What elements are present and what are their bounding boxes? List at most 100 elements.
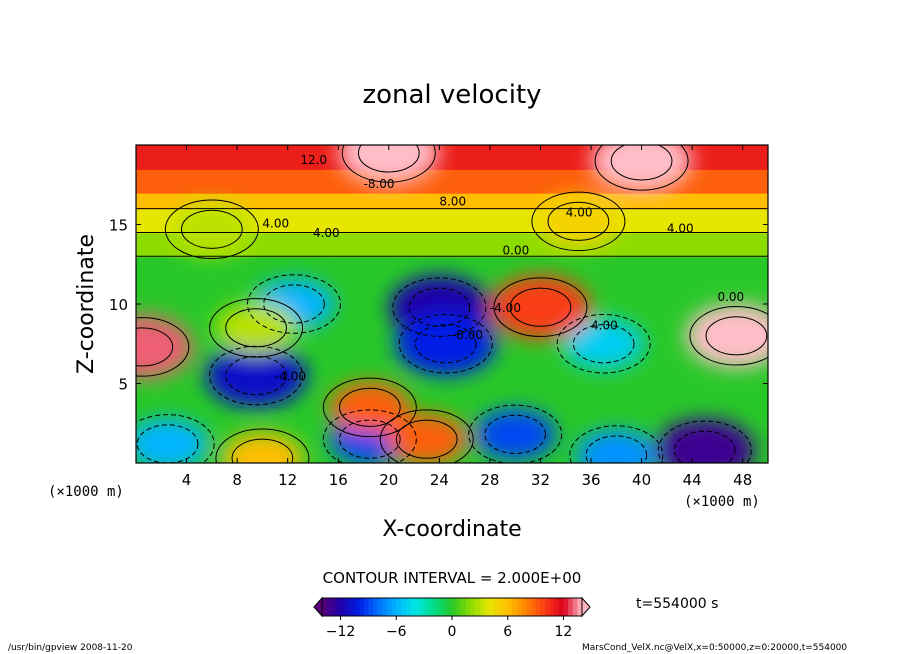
colorbar-cell xyxy=(577,598,583,616)
contour-16-0 xyxy=(231,438,294,463)
colorbar-cell xyxy=(549,598,555,616)
x-tick-label: 32 xyxy=(531,471,550,489)
contour-label: 8.00 xyxy=(439,194,466,208)
colorbar-cell xyxy=(540,598,546,616)
contour-0-0 xyxy=(408,287,471,327)
x-tick-label: 4 xyxy=(182,471,192,489)
colorbar-cell xyxy=(558,598,564,616)
contour-label: 4.00 xyxy=(566,206,593,220)
x-tick-label: 40 xyxy=(632,471,651,489)
contour-6-0 xyxy=(673,430,736,463)
contour-interval: CONTOUR INTERVAL = 2.000E+00 xyxy=(323,569,582,587)
colorbar-cell xyxy=(470,598,476,616)
colorbar-cell xyxy=(456,598,462,616)
x-tick-label: 24 xyxy=(430,471,449,489)
contour-10-0 xyxy=(136,327,174,367)
contour-16-1 xyxy=(215,428,310,463)
contour-0-1 xyxy=(392,277,487,337)
feature-13 xyxy=(329,381,411,433)
contour-label: 4.00 xyxy=(313,226,340,240)
colorbar-cell xyxy=(433,598,439,616)
x-tick-label: 16 xyxy=(329,471,348,489)
colorbar-tick-label: 0 xyxy=(448,624,457,640)
x-unit-right: (×1000 m) xyxy=(684,494,760,510)
colorbar-cell xyxy=(442,598,448,616)
contour-9-0 xyxy=(572,324,635,364)
colorbar-cell xyxy=(475,598,481,616)
contour-17-1 xyxy=(164,199,259,260)
contour-3-1 xyxy=(136,414,215,463)
colorbar-cell xyxy=(535,598,541,616)
x-tick-label: 12 xyxy=(278,471,297,489)
y-axis-ticks: 5 10 15 xyxy=(109,217,768,394)
contour-13-0 xyxy=(339,387,401,427)
contour-1-1 xyxy=(398,313,493,374)
colorbar-cell xyxy=(438,598,444,616)
contour-lines xyxy=(136,145,768,463)
colorbar-cell xyxy=(359,598,365,616)
contour-label: 4.00 xyxy=(591,318,618,332)
colorbar-tick-label: 6 xyxy=(503,624,512,640)
contour-12-1 xyxy=(493,277,588,337)
contour-20-0 xyxy=(610,145,673,181)
contour-14-0 xyxy=(395,419,458,459)
contour-20-1 xyxy=(594,145,689,191)
feature-11 xyxy=(685,304,768,368)
contour-label: 0.00 xyxy=(503,244,530,258)
footer-left: /usr/bin/gpview 2008-11-20 xyxy=(8,643,133,653)
x-tick-label: 20 xyxy=(379,471,398,489)
colorbar-cell xyxy=(354,598,360,616)
colorbar-cell xyxy=(498,598,504,616)
contour-19-0 xyxy=(357,145,420,173)
y-tick-label: 5 xyxy=(118,376,128,394)
contour-label: -8.00 xyxy=(364,177,395,191)
colorbar-cell xyxy=(340,598,346,616)
feature-2 xyxy=(205,343,307,408)
colorbar-tick-label: −6 xyxy=(386,624,407,640)
colorbar-cell xyxy=(414,598,420,616)
footer-right: MarsCond_VelX.nc@VelX,x=0:50000,z=0:2000… xyxy=(582,643,847,653)
colorbar-cell xyxy=(419,598,425,616)
contour-3-0 xyxy=(136,424,199,463)
colorbar-cell xyxy=(331,598,337,616)
colorbar-cell xyxy=(512,598,518,616)
feature-20 xyxy=(591,145,693,193)
contour-11-0 xyxy=(705,316,768,356)
x-tick-label: 48 xyxy=(733,471,752,489)
colorbar-cell xyxy=(447,598,453,616)
x-axis-label: X-coordinate xyxy=(382,517,521,542)
contour-10-1 xyxy=(136,317,190,377)
colorbar-cell xyxy=(493,598,499,616)
feature-14 xyxy=(386,413,468,463)
contour-8-1 xyxy=(246,274,342,334)
feature-12 xyxy=(489,275,592,339)
band xyxy=(136,192,768,210)
y-axis-label: Z-coordinate xyxy=(74,234,99,374)
velocity-features xyxy=(136,145,768,463)
contour-5-1 xyxy=(468,404,563,463)
colorbar-cell xyxy=(517,598,523,616)
contour-5-0 xyxy=(484,414,547,454)
colorbar-cell xyxy=(368,598,374,616)
y-tick-label: 10 xyxy=(109,296,128,314)
contour-7-0 xyxy=(585,435,648,463)
contour-12-0 xyxy=(509,287,572,327)
colorbar-cell xyxy=(326,598,332,616)
contour-11-1 xyxy=(689,306,768,366)
colorbar-cell xyxy=(521,598,527,616)
feature-16 xyxy=(221,432,303,463)
y-tick-label: 15 xyxy=(109,217,128,235)
colorbar-tick-label: 12 xyxy=(555,624,573,640)
feature-17 xyxy=(171,203,253,255)
colorbar-cell xyxy=(452,598,458,616)
contour-label: -8.00 xyxy=(452,328,483,342)
colorbar-cell xyxy=(345,598,351,616)
colorbar-cell xyxy=(503,598,509,616)
contour-6-1 xyxy=(657,420,752,463)
contour-1-0 xyxy=(414,324,477,364)
time-label: t=554000 s xyxy=(636,596,718,612)
contour-17-0 xyxy=(181,209,243,249)
feature-5 xyxy=(474,408,556,460)
contour-labels: 12.0 -8.00 8.00 4.00 4.00 4.00 4.00 0.00 0.00 -8.… xyxy=(262,153,744,383)
contour-13-1 xyxy=(322,377,417,438)
